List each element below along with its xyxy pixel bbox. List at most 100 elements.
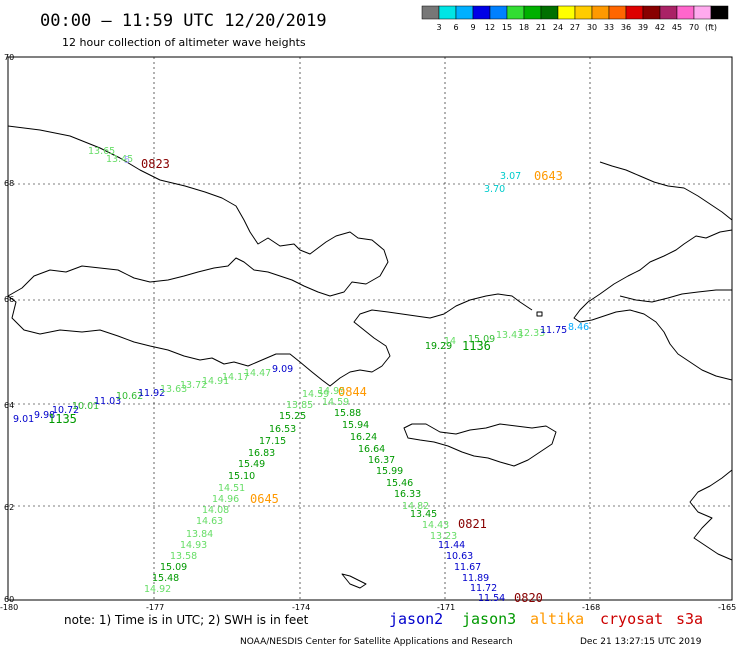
- swh-value: 15.99: [376, 466, 403, 477]
- swh-value: 8.46: [568, 322, 589, 333]
- swh-value: 14.51: [218, 483, 245, 494]
- colorbar-label: 3: [436, 23, 441, 32]
- map-subtitle: 12 hour collection of altimeter wave hei…: [62, 36, 306, 49]
- swh-value: 9.01: [13, 414, 34, 425]
- swh-value: 16.64: [358, 444, 385, 455]
- legend-s3a: s3a: [676, 610, 703, 628]
- island-st-matthew: [341, 573, 367, 589]
- coast-seward-north: [619, 289, 732, 303]
- colorbar-label: 45: [672, 23, 682, 32]
- colorbar-swatch: [489, 5, 508, 20]
- swh-value: 10.62: [116, 391, 143, 402]
- swh-value: 15.46: [386, 478, 413, 489]
- swh-value: 15.88: [334, 408, 361, 419]
- swh-value: 16.37: [368, 455, 395, 466]
- swh-value: 15.10: [228, 471, 255, 482]
- colorbar-label: 18: [519, 23, 529, 32]
- coast-alaska: [573, 229, 733, 381]
- swh-value: 14.17: [222, 372, 249, 383]
- colorbar-swatch: [659, 5, 678, 20]
- colorbar-label: 6: [453, 23, 458, 32]
- colorbar-swatch: [574, 5, 593, 20]
- swh-value: 11.44: [438, 540, 465, 551]
- lat-label: 68: [4, 179, 14, 188]
- swh-value: 13.72: [180, 380, 207, 391]
- swh-value: 11.67: [454, 562, 481, 573]
- swh-value: 15.09: [468, 334, 495, 345]
- colorbar-swatch: [540, 5, 559, 20]
- lon-label: -180: [0, 603, 18, 612]
- pass-time-label: 1136: [462, 339, 491, 353]
- coastlines: [7, 125, 733, 589]
- pass-time-label: 0820: [514, 591, 543, 605]
- colorbar-swatch: [438, 5, 457, 20]
- island-diomede: [536, 311, 543, 317]
- swh-value: 14.82: [402, 501, 429, 512]
- legend-jason3: jason3: [462, 610, 516, 628]
- swh-value: 14.93: [180, 540, 207, 551]
- colorbar-swatch: [421, 5, 440, 20]
- pass-time-label: 0643: [534, 169, 563, 183]
- swh-value: 16.83: [248, 448, 275, 459]
- swh-value: 15.49: [238, 459, 265, 470]
- swh-value: 11.75: [540, 325, 567, 336]
- colorbar-swatch: [608, 5, 627, 20]
- swh-value: 13.45: [106, 154, 133, 165]
- swh-value: 13.84: [186, 529, 213, 540]
- swh-value: 14.47: [244, 368, 271, 379]
- swh-value: 15.48: [152, 573, 179, 584]
- colorbar-label: 39: [638, 23, 648, 32]
- swh-value: 13.65: [88, 146, 115, 157]
- footnote: note: 1) Time is in UTC; 2) SWH is in fe…: [64, 613, 309, 627]
- colorbar-swatch: [693, 5, 712, 20]
- lat-label: 60: [4, 595, 14, 604]
- swh-value: 13.23: [430, 531, 457, 542]
- swh-value: 11.54: [478, 593, 505, 604]
- swh-value: 11.72: [470, 583, 497, 594]
- colorbar-swatch: [642, 5, 661, 20]
- lat-label: 66: [4, 295, 14, 304]
- graticule: [8, 57, 732, 600]
- swh-value: 11.92: [138, 388, 165, 399]
- swh-value: 14.59: [302, 389, 329, 400]
- colorbar-label: 27: [570, 23, 580, 32]
- swh-value: 14.43: [422, 520, 449, 531]
- island-st-lawrence: [403, 423, 557, 467]
- legend-cryosat: cryosat: [600, 610, 663, 628]
- swh-value: 10.63: [446, 551, 473, 562]
- colorbar-swatch: [455, 5, 474, 20]
- colorbar-label: 36: [621, 23, 631, 32]
- swh-value: 3.07: [500, 171, 521, 182]
- swh-value: 11.03: [94, 396, 121, 407]
- pass-time-label: 0821: [458, 517, 487, 531]
- lat-label: 62: [4, 503, 14, 512]
- colorbar-label: 42: [655, 23, 665, 32]
- colorbar-swatch: [472, 5, 491, 20]
- lon-label: -168: [582, 603, 600, 612]
- swh-value: 13.58: [170, 551, 197, 562]
- colorbar-swatch: [710, 5, 729, 20]
- swh-value: 17.15: [259, 436, 286, 447]
- swh-value: 9.09: [272, 364, 293, 375]
- lon-label: -165: [718, 603, 736, 612]
- credit-agency: NOAA/NESDIS Center for Satellite Applica…: [240, 637, 513, 647]
- coast-east-siberia: [599, 161, 733, 221]
- swh-value: 16.33: [394, 489, 421, 500]
- colorbar-label: 9: [470, 23, 475, 32]
- swh-value: 13.85: [286, 400, 313, 411]
- swh-value: 16.53: [269, 424, 296, 435]
- swh-value: 12.33: [518, 328, 545, 339]
- swh-value: 19.29: [425, 341, 452, 352]
- colorbar-label: 12: [485, 23, 495, 32]
- swh-value: 13.43: [496, 330, 523, 341]
- colorbar-legend: 3 6 9 12 15 18 21 24 27 30 33 36 39 42 45 70 (ft): [421, 5, 729, 32]
- swh-value: 10.01: [72, 401, 99, 412]
- legend-altika: altika: [530, 610, 584, 628]
- map-title: 00:00 — 11:59 UTC 12/20/2019: [40, 11, 327, 31]
- colorbar-label: 24: [553, 23, 563, 32]
- lon-label: -171: [437, 603, 455, 612]
- coast-chukotka-north: [7, 125, 389, 297]
- pass-time-label: 1135: [48, 412, 77, 426]
